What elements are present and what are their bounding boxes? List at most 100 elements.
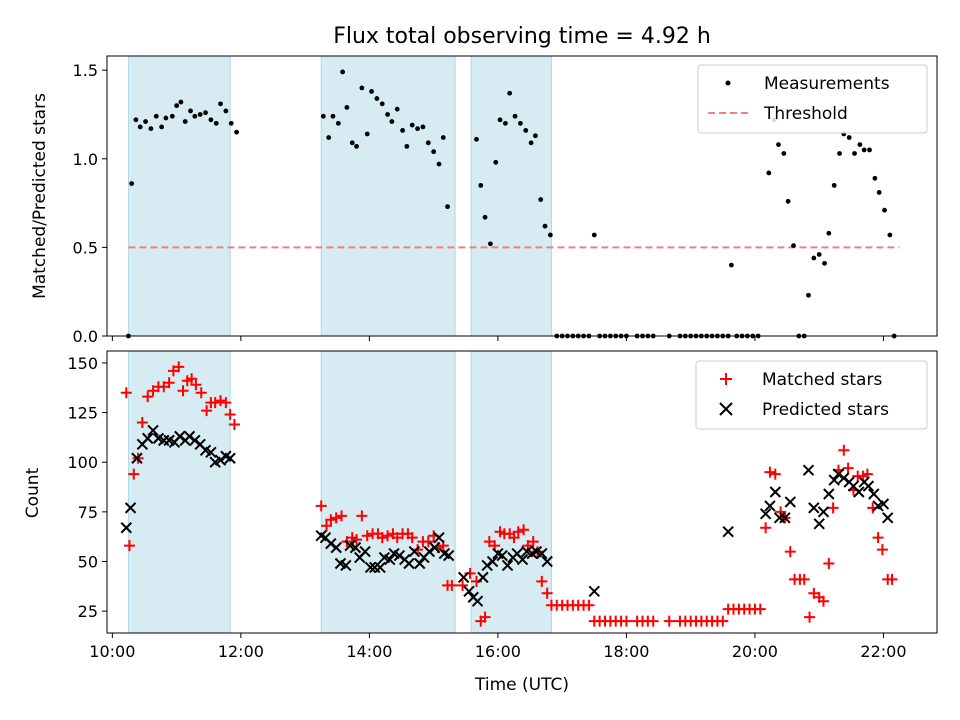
matched-stars-point (872, 532, 884, 544)
predicted-stars-point (486, 555, 499, 568)
measurements-point (344, 104, 350, 110)
measurements-point (872, 175, 878, 181)
measurements-point (512, 113, 518, 119)
matched-stars-point (177, 385, 189, 397)
predicted-stars-point (429, 541, 441, 554)
predicted-stars-point (442, 549, 455, 562)
measurements-point (831, 182, 837, 188)
predicted-stars-point (808, 502, 820, 514)
measurements-point (497, 117, 503, 123)
measurements-point (806, 292, 811, 298)
measurements-point (791, 243, 796, 249)
measurements-point (474, 136, 479, 142)
matched-stars-point (479, 611, 491, 623)
matched-stars-point (798, 573, 810, 585)
matched-stars-point (351, 534, 363, 546)
measurements-point (826, 230, 832, 236)
matched-stars-point (361, 530, 373, 542)
y-tick-label: 1.5 (73, 61, 98, 80)
predicted-stars-point (759, 508, 772, 520)
predicted-stars-point (501, 559, 514, 572)
matched-stars-point (886, 573, 898, 585)
measurements-point (482, 214, 488, 220)
measurements-point (440, 135, 446, 140)
predicted-stars-point (124, 502, 137, 514)
measurements-point (445, 204, 450, 210)
x-tick-label: 22:00 (860, 642, 906, 661)
predicted-stars-point (384, 553, 396, 566)
predicted-stars-point (769, 486, 781, 498)
shaded-interval-2 (320, 55, 456, 337)
matched-stars-point (536, 575, 548, 587)
matched-stars-point (215, 395, 227, 407)
measurements-point (822, 260, 827, 266)
y-tick-label: 0.0 (73, 327, 98, 346)
predicted-stars-point (131, 452, 143, 464)
matched-stars-point (457, 579, 469, 591)
predicted-stars-point (224, 452, 236, 464)
predicted-stars-point (403, 557, 415, 570)
measurements-point (374, 96, 380, 101)
matched-stars-point (827, 502, 839, 514)
predicted-stars-point (853, 486, 865, 498)
matched-stars-point (769, 468, 781, 480)
predicted-stars-point (477, 571, 489, 584)
x-tick-label: 10:00 (89, 642, 135, 661)
matched-stars-point (717, 615, 729, 627)
measurements-point (728, 262, 734, 268)
matched-stars-point (209, 397, 221, 409)
matched-stars-point (823, 557, 835, 569)
matched-stars-point (804, 611, 816, 623)
measurements-point (857, 142, 863, 148)
measurements-point (785, 198, 791, 204)
matched-stars-point (382, 530, 394, 542)
matched-stars-point (406, 532, 418, 544)
legend-measurements-label: Measurements (764, 74, 890, 94)
matched-stars-point (356, 510, 368, 522)
measurements-point (409, 122, 415, 128)
measurements-point (178, 99, 184, 105)
matched-stars-point (508, 532, 520, 544)
measurements-point (852, 151, 857, 156)
measurements-point (223, 108, 229, 114)
shaded-interval-3 (470, 55, 552, 337)
shaded-interval-2 (320, 350, 456, 634)
predicted-stars-point (496, 549, 508, 562)
measurements-point (208, 117, 214, 123)
predicted-stars-point (141, 432, 154, 445)
predicted-stars-point (722, 526, 734, 538)
measurements-point (143, 119, 148, 124)
measurements-point (203, 110, 208, 116)
matched-stars-point (173, 361, 185, 373)
legend-matched-marker (720, 373, 732, 385)
predicted-stars-point (541, 555, 553, 568)
predicted-stars-point (359, 545, 371, 558)
predicted-stars-point (868, 488, 880, 500)
predicted-stars-point (408, 545, 421, 558)
measurements-point (188, 108, 193, 114)
top-x-ticks (111, 336, 884, 341)
measurements-point (234, 129, 239, 135)
measurements-point (174, 103, 180, 109)
measurements-point (369, 89, 374, 94)
measurements-point (400, 128, 405, 133)
bottom-x-ticks: 10:00 12:00 14:00 16:00 18:00 20:00 22:00 (89, 633, 907, 661)
bottom-y-ticks: 25 50 75 100 125 150 (67, 354, 107, 621)
y-tick-label: 1.0 (73, 150, 98, 169)
matched-stars-point (228, 418, 240, 430)
measurements-point (364, 131, 370, 137)
predicted-stars-point (877, 498, 890, 510)
measurements-point (320, 113, 326, 119)
legend-predicted-label: Predicted stars (762, 400, 889, 420)
predicted-stars-point (364, 561, 377, 574)
predicted-stars-point (471, 595, 484, 607)
measurements-point (776, 142, 781, 148)
predicted-stars-point (463, 585, 475, 598)
y-tick-label: 100 (67, 453, 98, 472)
x-axis-label: Time (UTC) (474, 675, 569, 695)
predicted-stars-point (882, 512, 894, 524)
matched-stars-point (754, 603, 766, 615)
measurements-point (846, 135, 852, 140)
matched-stars-point (336, 510, 348, 522)
